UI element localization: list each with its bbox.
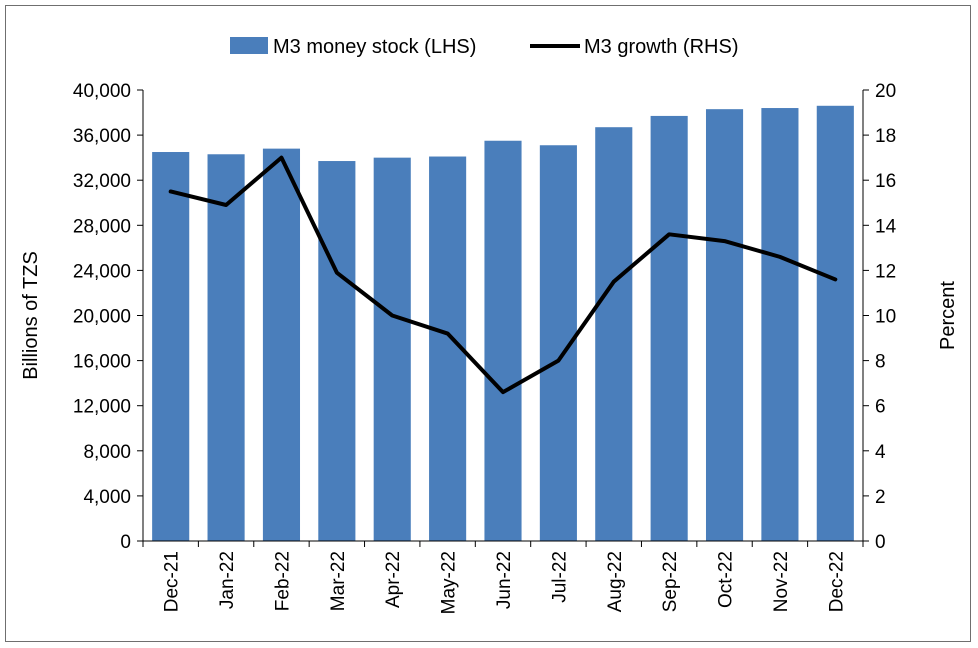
bar-mar-22	[318, 161, 356, 541]
x-tick-label: Sep-22	[660, 551, 681, 612]
bar-oct-22	[705, 109, 744, 541]
x-tick-label: Jan-22	[217, 551, 238, 609]
x-tick-label: Apr-22	[383, 551, 404, 608]
right-tick-label: 10	[875, 307, 896, 328]
bar-sep-22	[650, 115, 688, 542]
left-tick-label: 28,000	[73, 216, 131, 237]
x-tick-label: Dec-21	[162, 551, 183, 612]
left-tick-label: 0	[120, 532, 131, 553]
right-tick-label: 12	[875, 261, 896, 282]
left-tick-label: 16,000	[73, 352, 131, 373]
x-tick-label: Mar-22	[328, 551, 349, 611]
bar-series-m3-money-stock	[152, 105, 854, 542]
right-tick-label: 2	[875, 487, 886, 508]
bar-feb-22	[262, 148, 301, 541]
bar-jan-22	[207, 154, 245, 541]
x-tick-label: Jun-22	[494, 551, 515, 609]
x-tick-label: Aug-22	[605, 551, 626, 612]
bar-aug-22	[595, 127, 633, 542]
x-tick-label: Dec-22	[826, 551, 847, 612]
bar-nov-22	[761, 108, 799, 541]
right-tick-label: 6	[875, 397, 886, 418]
bar-jun-22	[484, 140, 522, 542]
right-tick-label: 4	[875, 442, 886, 463]
right-tick-label: 8	[875, 352, 886, 373]
x-tick-label: Nov-22	[771, 551, 792, 612]
left-tick-label: 36,000	[73, 126, 131, 147]
x-tick-label: Jul-22	[549, 551, 570, 603]
right-tick-label: 20	[875, 81, 896, 102]
right-tick-label: 16	[875, 171, 896, 192]
legend: M3 money stock (LHS) M3 growth (RHS)	[230, 36, 738, 58]
legend-label-m3-money-stock: M3 money stock (LHS)	[273, 36, 476, 58]
line-m3-growth	[168, 155, 838, 395]
right-axis-title: Percent	[937, 281, 959, 350]
left-tick-label: 20,000	[73, 307, 131, 328]
bar-dec-21	[152, 152, 190, 541]
left-tick-label: 40,000	[73, 81, 131, 102]
x-tick-label: May-22	[439, 551, 460, 614]
left-axis-title: Billions of TZS	[20, 251, 42, 380]
x-tick-label: Oct-22	[716, 551, 737, 608]
bar-dec-22	[816, 105, 854, 541]
left-tick-label: 24,000	[73, 261, 131, 282]
legend-label-m3-growth: M3 growth (RHS)	[584, 36, 738, 58]
right-tick-label: 18	[875, 126, 896, 147]
x-tick-label: Feb-22	[272, 551, 293, 611]
axes: 0 4,000 8,000 12,000 16,000 20,000 24,000 28,00…	[73, 81, 897, 614]
right-tick-label: 14	[875, 216, 897, 237]
right-tick-label: 0	[875, 532, 886, 553]
left-tick-label: 8,000	[83, 442, 131, 463]
left-tick-label: 4,000	[83, 487, 131, 508]
left-tick-label: 32,000	[73, 171, 131, 192]
left-tick-label: 12,000	[73, 397, 131, 418]
legend-swatch-m3-money-stock	[230, 37, 268, 54]
line-series-m3-growth	[168, 155, 838, 395]
bar-apr-22	[373, 157, 411, 541]
